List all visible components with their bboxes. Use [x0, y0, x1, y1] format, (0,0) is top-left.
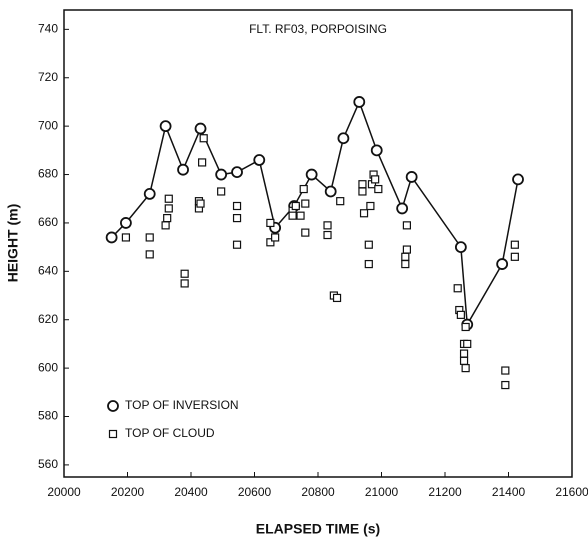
point-square [301, 228, 310, 237]
y-tick-label: 640 [38, 263, 58, 277]
point-circle [396, 202, 409, 215]
point-square [401, 252, 410, 261]
point-square [323, 230, 332, 240]
point-circle [194, 122, 207, 135]
point-circle [353, 96, 366, 108]
point-square [145, 233, 154, 242]
point-square [180, 269, 189, 278]
point-square [296, 211, 305, 220]
point-circle [215, 168, 228, 181]
x-tick-label: 20000 [47, 485, 81, 499]
point-square [266, 238, 275, 247]
point-square [336, 197, 345, 206]
point-square [217, 187, 226, 196]
point-square [463, 339, 472, 349]
point-circle [454, 241, 467, 254]
point-square [501, 380, 510, 390]
point-square [271, 233, 280, 242]
y-tick-label: 560 [38, 457, 58, 471]
x-axis-label: ELAPSED TIME (s) [256, 521, 380, 537]
legend-label: TOP OF CLOUD [125, 426, 215, 440]
point-circle [177, 163, 189, 176]
point-circle [143, 187, 156, 200]
point-circle [305, 168, 318, 181]
point-circle [370, 144, 383, 157]
point-circle [159, 120, 172, 133]
x-tick-label: 21600 [555, 485, 588, 499]
point-square [291, 201, 300, 211]
point-square [199, 134, 208, 143]
y-tick-label: 680 [38, 167, 58, 181]
point-square [510, 252, 519, 261]
point-square [402, 221, 411, 230]
point-square [196, 199, 205, 208]
x-tick-label: 21000 [365, 485, 399, 499]
point-square [358, 180, 367, 189]
point-square [371, 175, 380, 184]
point-square [301, 199, 310, 208]
y-tick-label: 620 [38, 312, 58, 326]
point-square [288, 211, 297, 220]
point-circle [105, 231, 118, 244]
point-circle [337, 132, 350, 145]
y-tick-label: 580 [38, 409, 58, 423]
point-square [459, 356, 469, 365]
point-square [332, 293, 342, 303]
point-square [180, 279, 189, 288]
x-tick-label: 20200 [111, 485, 145, 499]
y-tick-label: 660 [38, 215, 58, 229]
x-tick-label: 20800 [301, 485, 335, 499]
point-square [232, 240, 242, 249]
x-tick-label: 21200 [428, 485, 462, 499]
point-square [359, 209, 369, 218]
point-square [374, 184, 383, 194]
point-square [358, 187, 367, 196]
point-square [163, 213, 172, 223]
point-square [323, 221, 332, 230]
x-tick-label: 20600 [238, 485, 272, 499]
point-circle [324, 185, 337, 198]
legend-marker [107, 400, 119, 412]
point-circle [120, 217, 132, 229]
point-square [402, 245, 411, 254]
x-tick-label: 20400 [174, 485, 208, 499]
point-square [364, 259, 373, 269]
point-square [299, 184, 308, 194]
point-square [461, 364, 470, 373]
point-square [164, 204, 173, 213]
point-square [453, 284, 462, 293]
point-square [456, 310, 465, 319]
x-tick-label: 21400 [492, 485, 526, 499]
point-circle [496, 258, 509, 270]
point-square [366, 201, 375, 211]
chart-title: FLT. RF03, PORPOISING [249, 22, 387, 36]
point-square [459, 349, 469, 358]
point-square [232, 201, 242, 211]
legend-marker [108, 429, 118, 439]
point-square [461, 322, 470, 332]
point-square [198, 158, 207, 167]
legend-label: TOP OF INVERSION [125, 398, 239, 412]
y-tick-label: 740 [38, 22, 58, 36]
y-tick-label: 700 [38, 118, 58, 132]
point-square [401, 259, 410, 269]
point-square [510, 240, 519, 249]
point-circle [405, 171, 418, 183]
point-square [501, 366, 510, 375]
point-circle [231, 166, 243, 179]
point-square [266, 218, 275, 228]
point-square [364, 240, 373, 249]
point-square [145, 250, 154, 259]
y-tick-label: 720 [38, 70, 58, 84]
point-square [232, 213, 242, 223]
y-tick-label: 600 [38, 360, 58, 374]
point-square [161, 221, 170, 230]
point-circle [253, 154, 266, 166]
point-square [164, 194, 173, 203]
y-axis-label: HEIGHT (m) [5, 204, 21, 283]
point-square [121, 233, 131, 242]
point-circle [512, 173, 524, 186]
